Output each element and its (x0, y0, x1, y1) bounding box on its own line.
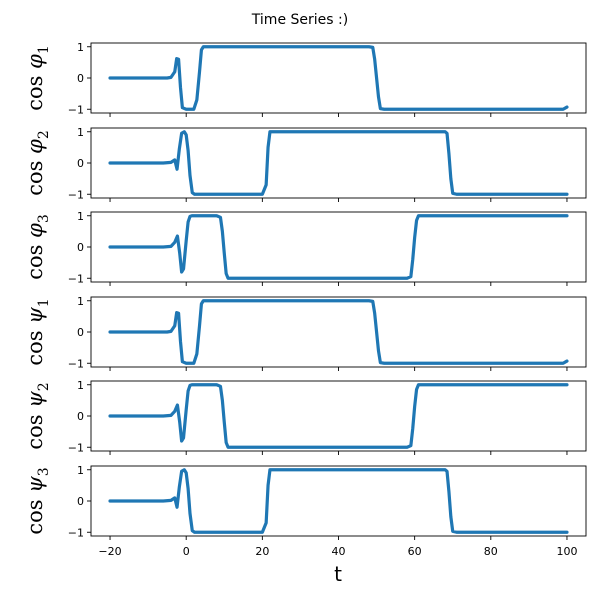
y-tick-label: −1 (68, 272, 84, 285)
ylabel-func: cos (23, 493, 47, 535)
ylabel-subscript: 3 (36, 467, 52, 476)
x-tick-label: 20 (255, 545, 269, 558)
y-tick-label: −1 (68, 188, 84, 201)
series-line (108, 45, 569, 111)
y-tick-label: 0 (77, 241, 84, 254)
ylabel-symbol: ψ (23, 391, 47, 408)
ylabel-subscript: 3 (36, 214, 52, 223)
x-axis-ticks: −20 0 20 40 60 80 100 (98, 545, 577, 558)
subplot-5: −1 0 1 cos ψ2 (23, 379, 587, 455)
y-tick-label: 0 (77, 410, 84, 423)
y-tick-label: 1 (77, 295, 84, 308)
y-tick-label: 0 (77, 326, 84, 339)
ylabel-func: cos (23, 408, 47, 450)
x-tick-label: 80 (484, 545, 498, 558)
subplot-2: −1 0 1 cos φ2 (23, 126, 587, 202)
ylabel-func: cos (23, 324, 47, 366)
chart-title: Time Series :) (251, 12, 348, 28)
y-tick-label: 0 (77, 157, 84, 170)
ylabel-func: cos (23, 154, 47, 196)
y-tick-label: −1 (68, 103, 84, 116)
ylabel-subscript: 2 (36, 382, 52, 391)
series-line (108, 383, 569, 449)
ylabel-symbol: φ (23, 54, 47, 69)
series-line (108, 468, 569, 534)
subplot-6: −1 0 1 cos ψ3 (23, 464, 587, 540)
ylabel-symbol: ψ (23, 476, 47, 493)
y-axis-label: cos φ3 (23, 214, 52, 280)
subplot-3: −1 0 1 cos φ3 (23, 210, 587, 286)
y-tick-label: 0 (77, 495, 84, 508)
ylabel-symbol: φ (23, 223, 47, 238)
series-line (108, 214, 569, 280)
x-tick-label: 40 (332, 545, 346, 558)
ylabel-symbol: ψ (23, 307, 47, 324)
y-tick-label: −1 (68, 357, 84, 370)
y-tick-label: 1 (77, 379, 84, 392)
y-axis-label: cos ψ1 (23, 298, 52, 365)
ylabel-subscript: 1 (36, 298, 52, 307)
ylabel-func: cos (23, 238, 47, 280)
ylabel-func: cos (23, 69, 47, 111)
y-axis-label: cos φ2 (23, 130, 52, 196)
y-axis-label: cos ψ3 (23, 467, 52, 534)
series-line (108, 299, 569, 365)
x-tick-label: −20 (98, 545, 121, 558)
y-tick-label: −1 (68, 441, 84, 454)
y-tick-label: 1 (77, 210, 84, 223)
ylabel-subscript: 1 (36, 45, 52, 54)
y-axis-label: cos φ1 (23, 45, 52, 111)
y-tick-label: 1 (77, 126, 84, 139)
y-tick-label: 1 (77, 464, 84, 477)
x-tick-label: 100 (556, 545, 577, 558)
x-axis-label: t (334, 562, 342, 586)
y-tick-label: −1 (68, 526, 84, 539)
y-axis-label: cos ψ2 (23, 382, 52, 449)
y-tick-label: 1 (77, 41, 84, 54)
x-tick-label: 60 (408, 545, 422, 558)
y-tick-label: 0 (77, 72, 84, 85)
ylabel-subscript: 2 (36, 130, 52, 139)
series-line (108, 130, 569, 196)
x-tick-label: 0 (183, 545, 190, 558)
ylabel-symbol: φ (23, 139, 47, 154)
